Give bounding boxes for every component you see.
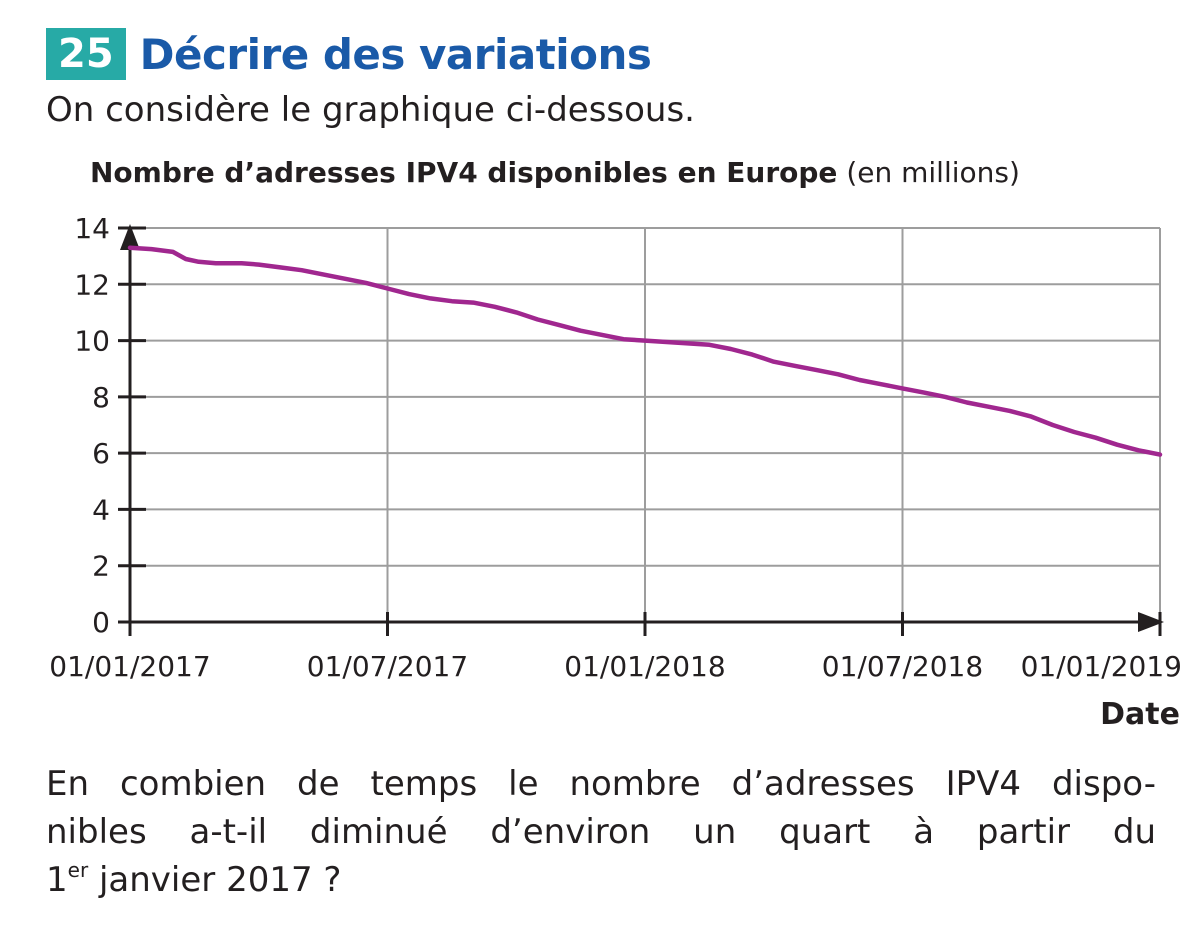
y-tick-label: 0 xyxy=(92,606,110,639)
y-tick-label: 8 xyxy=(92,381,110,414)
exercise-intro: On considère le graphique ci-dessous. xyxy=(46,90,695,130)
exercise-number-badge: 25 xyxy=(46,28,126,80)
y-tick-label: 6 xyxy=(92,437,110,470)
chart-title-main: Nombre d’adresses IPV4 disponibles en Eu… xyxy=(90,156,838,189)
question-line-3: 1er janvier 2017 ? xyxy=(46,856,1156,904)
question-text: En combien de temps le nombre d’adresses… xyxy=(46,760,1156,904)
x-axis-label: Date xyxy=(1100,697,1180,732)
y-axis-arrow xyxy=(120,224,140,250)
question-line-2: nibles a-t-il diminué d’environ un quart… xyxy=(46,812,1156,852)
x-tick-label: 01/07/2017 xyxy=(307,650,468,683)
x-tick-label: 01/01/2017 xyxy=(49,650,210,683)
x-tick-label: 01/07/2018 xyxy=(822,650,983,683)
exercise-title: Décrire des variations xyxy=(139,29,652,79)
grid-layer xyxy=(130,227,1161,622)
question-line-1: En combien de temps le nombre d’adresses… xyxy=(46,764,1156,804)
question-line-3-text: janvier 2017 ? xyxy=(88,860,342,900)
question-ordinal-number: 1 xyxy=(46,860,68,900)
chart-title: Nombre d’adresses IPV4 disponibles en Eu… xyxy=(90,156,1020,189)
axis-layer xyxy=(118,224,1164,636)
series-line xyxy=(127,245,1163,457)
question-ordinal-suffix: er xyxy=(67,858,89,882)
x-axis-arrow xyxy=(1138,612,1164,632)
series-layer xyxy=(127,245,1163,457)
y-tick-label: 2 xyxy=(92,550,110,583)
exercise-header: 25 Décrire des variations xyxy=(46,26,652,82)
y-tick-label: 14 xyxy=(74,212,110,245)
chart-title-unit: (en millions) xyxy=(846,156,1020,189)
y-tick-label: 4 xyxy=(92,493,110,526)
x-tick-label: 01/01/2019 xyxy=(1021,650,1182,683)
y-tick-label: 10 xyxy=(74,325,110,358)
y-tick-label: 12 xyxy=(74,268,110,301)
x-tick-label: 01/01/2018 xyxy=(564,650,725,683)
tick-layer: 01/01/2017 01/07/2017 01/01/2018 01/07/2018… xyxy=(49,212,1182,683)
